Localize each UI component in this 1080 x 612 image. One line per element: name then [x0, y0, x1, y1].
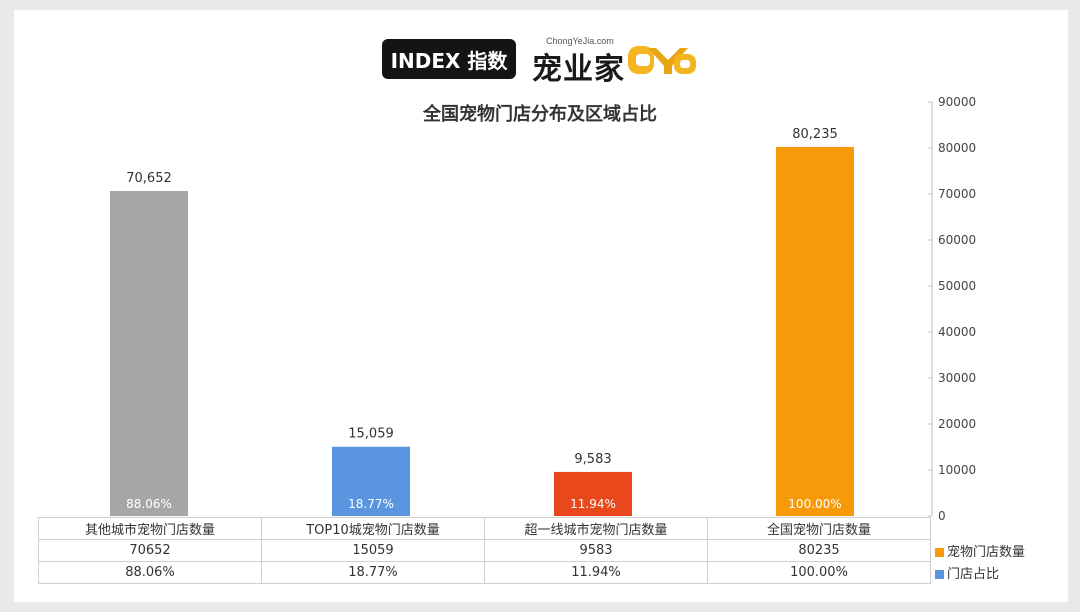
legend-label: 宠物门店数量 [947, 545, 1026, 560]
value-cell: 88.06% [38, 561, 262, 584]
value-cell: 18.77% [261, 561, 485, 584]
header-logo-area: INDEX 指数 ChongYeJia.com 宠业家 [382, 36, 702, 87]
table-row: 70652 15059 9583 80235 宠物门店数量 [38, 539, 1030, 562]
value-cell: 9583 [484, 539, 708, 562]
category-cell: TOP10城宠物门店数量 [261, 517, 485, 540]
index-badge: INDEX 指数 [382, 39, 516, 79]
bar-ratio-label: 100.00% [788, 497, 841, 511]
bar-ratio-label: 88.06% [126, 497, 172, 511]
legend-entry-ratio: 门店占比 [931, 562, 1030, 584]
data-table: 其他城市宠物门店数量 TOP10城宠物门店数量 超一线城市宠物门店数量 全国宠物… [38, 517, 1030, 584]
bar-value-label: 80,235 [792, 127, 838, 142]
category-cell: 其他城市宠物门店数量 [38, 517, 262, 540]
y-tick-label: 50000 [938, 279, 976, 293]
chart-title: 全国宠物门店分布及区域占比 [423, 104, 657, 125]
chart-panel [14, 10, 1068, 602]
y-tick-label: 30000 [938, 371, 976, 385]
brand-logo: ChongYeJia.com 宠业家 [532, 36, 702, 87]
legend-entry-count: 宠物门店数量 [931, 540, 1030, 562]
y-tick-label: 0 [938, 509, 946, 523]
bar-ratio-label: 11.94% [570, 497, 616, 511]
value-cell: 70652 [38, 539, 262, 562]
y-tick-label: 40000 [938, 325, 976, 339]
bar [110, 191, 188, 516]
table-header-row: 其他城市宠物门店数量 TOP10城宠物门店数量 超一线城市宠物门店数量 全国宠物… [38, 517, 1030, 540]
legend-label: 门店占比 [947, 567, 1000, 582]
y-tick-label: 10000 [938, 463, 976, 477]
brand-chinese-name: 宠业家 [532, 52, 625, 87]
legend-swatch [935, 570, 944, 579]
brand-english-name: ChongYeJia.com [546, 36, 614, 46]
y-tick-label: 60000 [938, 233, 976, 247]
table-row: 88.06% 18.77% 11.94% 100.00% 门店占比 [38, 561, 1030, 584]
category-cell: 超一线城市宠物门店数量 [484, 517, 708, 540]
value-cell: 11.94% [484, 561, 708, 584]
bar-value-label: 9,583 [574, 452, 611, 467]
y-tick-label: 80000 [938, 141, 976, 155]
legend-swatch [935, 548, 944, 557]
y-tick-label: 90000 [938, 95, 976, 109]
category-cell: 全国宠物门店数量 [707, 517, 931, 540]
brand-mark-icon [628, 46, 696, 74]
bar [554, 471, 632, 516]
value-cell: 80235 [707, 539, 931, 562]
y-tick-label: 70000 [938, 187, 976, 201]
value-cell: 15059 [261, 539, 485, 562]
value-cell: 100.00% [707, 561, 931, 584]
y-tick-label: 20000 [938, 417, 976, 431]
bar [332, 446, 410, 516]
bar [776, 146, 854, 516]
bar-value-label: 15,059 [348, 427, 394, 442]
bar-value-label: 70,652 [126, 171, 172, 186]
bar-ratio-label: 18.77% [348, 497, 394, 511]
